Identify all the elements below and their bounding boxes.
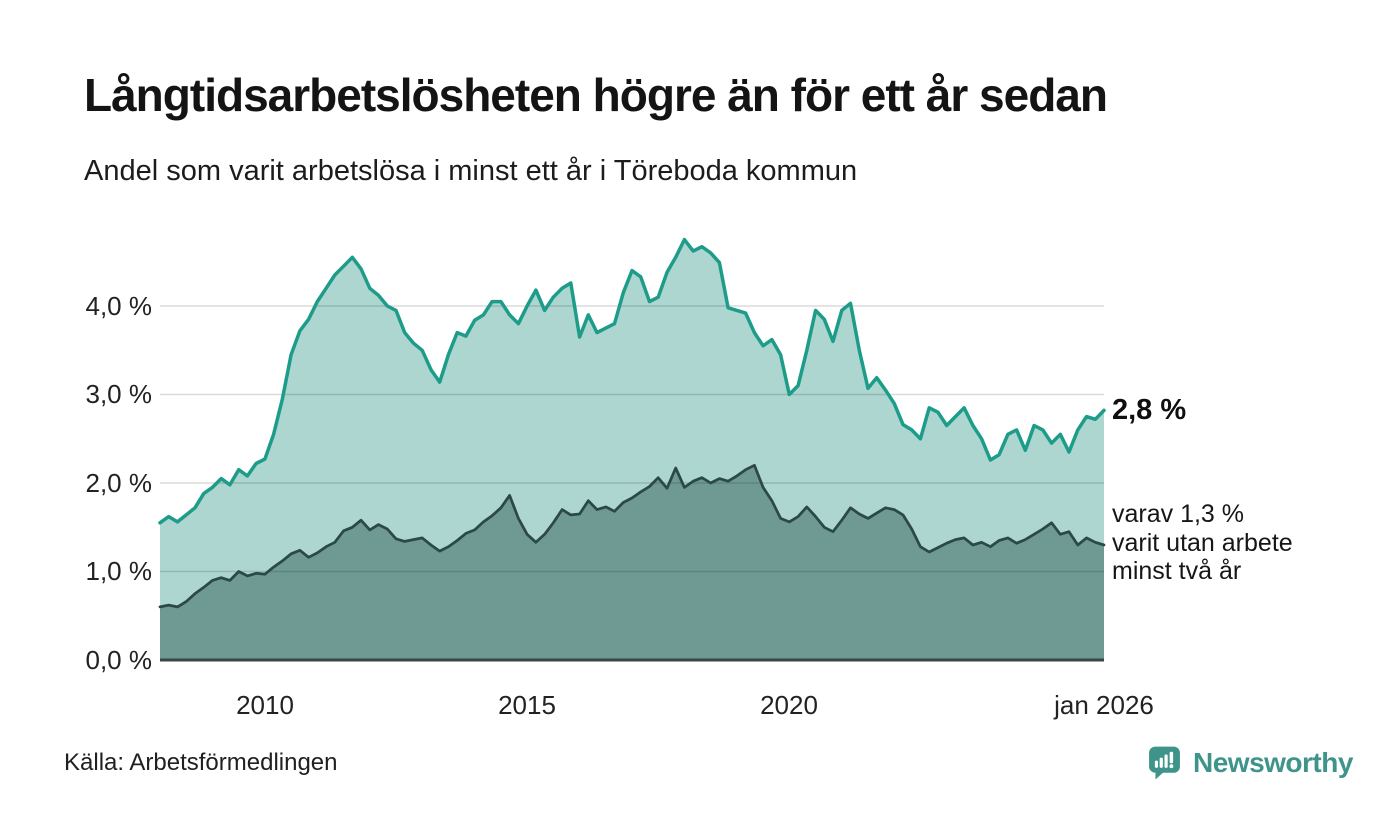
y-tick-2: 2,0 % — [85, 468, 153, 498]
series-area-two-years — [160, 465, 1104, 660]
newsworthy-logo-icon — [1149, 746, 1180, 780]
secondary-note-line-1: varav 1,3 % — [1112, 500, 1245, 528]
secondary-note-line-3: minst två år — [1112, 557, 1242, 585]
series-line-two-years — [158, 463, 1106, 609]
source-note: Källa: Arbetsförmedlingen — [64, 749, 338, 776]
brand-logo: Newsworthy — [1146, 744, 1353, 781]
x-tick-2010: 2010 — [236, 690, 294, 720]
y-tick-3: 3,0 % — [85, 379, 153, 409]
secondary-series-note: varav 1,3 % varit utan arbete minst två … — [1112, 500, 1293, 586]
x-tick-jan-2026: jan 2026 — [1054, 690, 1154, 720]
x-tick-2020: 2020 — [760, 690, 818, 720]
series-line-total — [158, 237, 1106, 525]
y-tick-0: 0,0 % — [85, 645, 153, 675]
brand-name: Newsworthy — [1193, 746, 1353, 778]
y-tick-1: 1,0 % — [85, 556, 153, 586]
secondary-note-line-2: varit utan arbete — [1112, 528, 1293, 557]
page-title: Långtidsarbetslösheten högre än för ett … — [84, 69, 1108, 121]
y-tick-4: 4,0 % — [85, 291, 153, 321]
last-value-label: 2,8 % — [1112, 394, 1187, 426]
gridlines — [160, 305, 1104, 573]
page-subtitle: Andel som varit arbetslösa i minst ett å… — [84, 155, 858, 187]
x-tick-2015: 2015 — [498, 690, 556, 720]
